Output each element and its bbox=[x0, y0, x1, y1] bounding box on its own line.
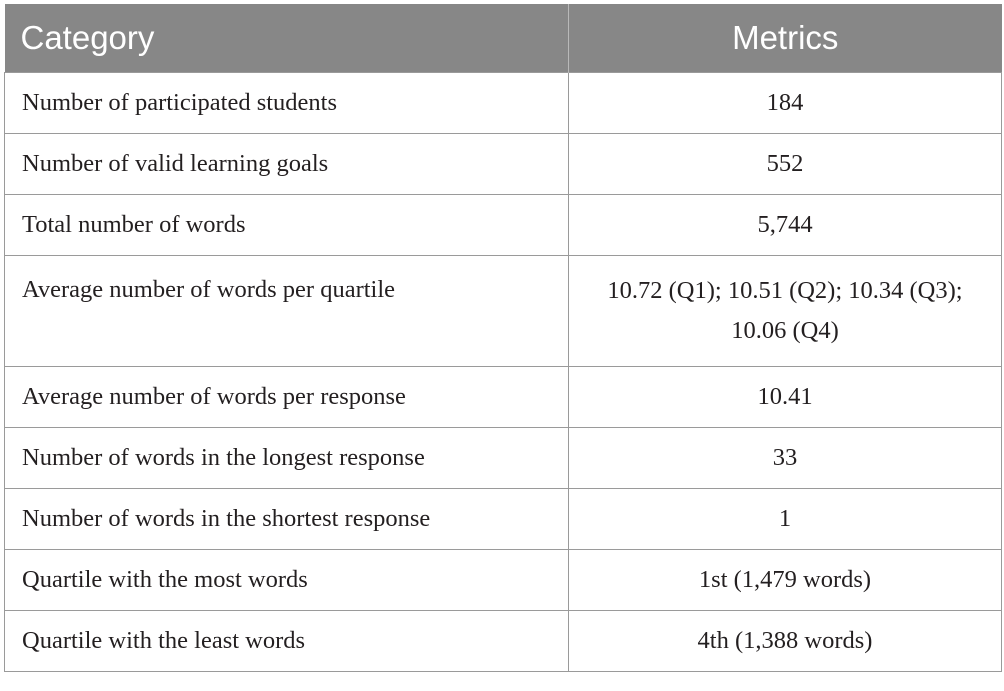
metric-cell: 10.72 (Q1); 10.51 (Q2); 10.34 (Q3); 10.0… bbox=[568, 255, 1002, 367]
header-metrics: Metrics bbox=[568, 4, 1002, 73]
table-row: Number of valid learning goals 552 bbox=[4, 133, 1002, 195]
table-row: Average number of words per response 10.… bbox=[4, 366, 1002, 428]
category-cell: Quartile with the least words bbox=[4, 610, 569, 672]
table-row: Number of participated students 184 bbox=[4, 72, 1002, 134]
metric-cell: 4th (1,388 words) bbox=[568, 610, 1002, 672]
table-row: Total number of words 5,744 bbox=[4, 194, 1002, 256]
category-cell: Number of words in the shortest response bbox=[4, 488, 569, 550]
metric-cell: 552 bbox=[568, 133, 1002, 195]
category-cell: Total number of words bbox=[4, 194, 569, 256]
table-row: Average number of words per quartile 10.… bbox=[4, 255, 1002, 367]
table-row: Number of words in the shortest response… bbox=[4, 488, 1002, 550]
metric-cell: 184 bbox=[568, 72, 1002, 134]
table-row: Quartile with the most words 1st (1,479 … bbox=[4, 549, 1002, 611]
header-row: Category Metrics bbox=[4, 4, 1002, 73]
category-cell: Average number of words per response bbox=[4, 366, 569, 428]
metric-cell: 1st (1,479 words) bbox=[568, 549, 1002, 611]
metric-cell: 1 bbox=[568, 488, 1002, 550]
metrics-table: Category Metrics Number of participated … bbox=[4, 4, 1002, 672]
category-cell: Quartile with the most words bbox=[4, 549, 569, 611]
table-row: Quartile with the least words 4th (1,388… bbox=[4, 610, 1002, 672]
category-cell: Number of participated students bbox=[4, 72, 569, 134]
category-cell: Average number of words per quartile bbox=[4, 255, 569, 367]
metric-cell: 10.41 bbox=[568, 366, 1002, 428]
header-category: Category bbox=[4, 4, 569, 73]
category-cell: Number of words in the longest response bbox=[4, 427, 569, 489]
metric-cell: 5,744 bbox=[568, 194, 1002, 256]
table-row: Number of words in the longest response … bbox=[4, 427, 1002, 489]
category-cell: Number of valid learning goals bbox=[4, 133, 569, 195]
metric-cell: 33 bbox=[568, 427, 1002, 489]
